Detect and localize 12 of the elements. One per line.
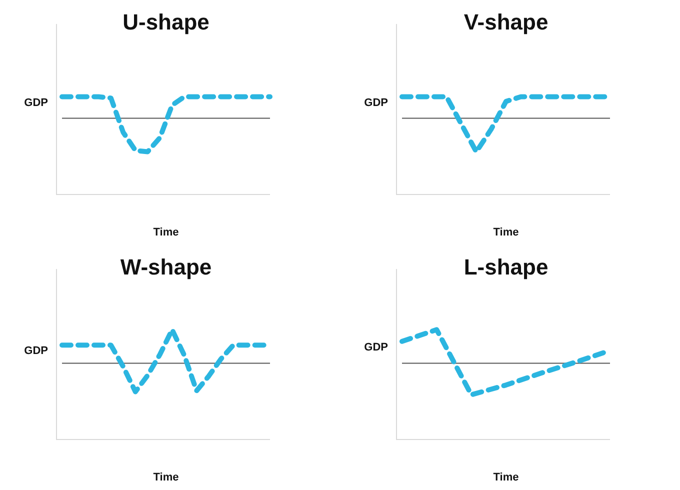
y-axis-title: GDP xyxy=(364,96,388,109)
y-axis-title: GDP xyxy=(24,96,48,109)
x-axis-title: Time xyxy=(493,226,519,238)
y-axis-title: GDP xyxy=(24,345,48,358)
x-axis-title: Time xyxy=(153,471,179,484)
y-axis-title: GDP xyxy=(364,341,388,354)
chart-title: V-shape xyxy=(464,9,548,34)
x-axis-title: Time xyxy=(153,226,179,238)
chart-title: L-shape xyxy=(464,254,548,280)
chart-title: U-shape xyxy=(122,9,210,34)
chart-title: W-shape xyxy=(120,254,212,280)
x-axis-title: Time xyxy=(493,471,519,484)
